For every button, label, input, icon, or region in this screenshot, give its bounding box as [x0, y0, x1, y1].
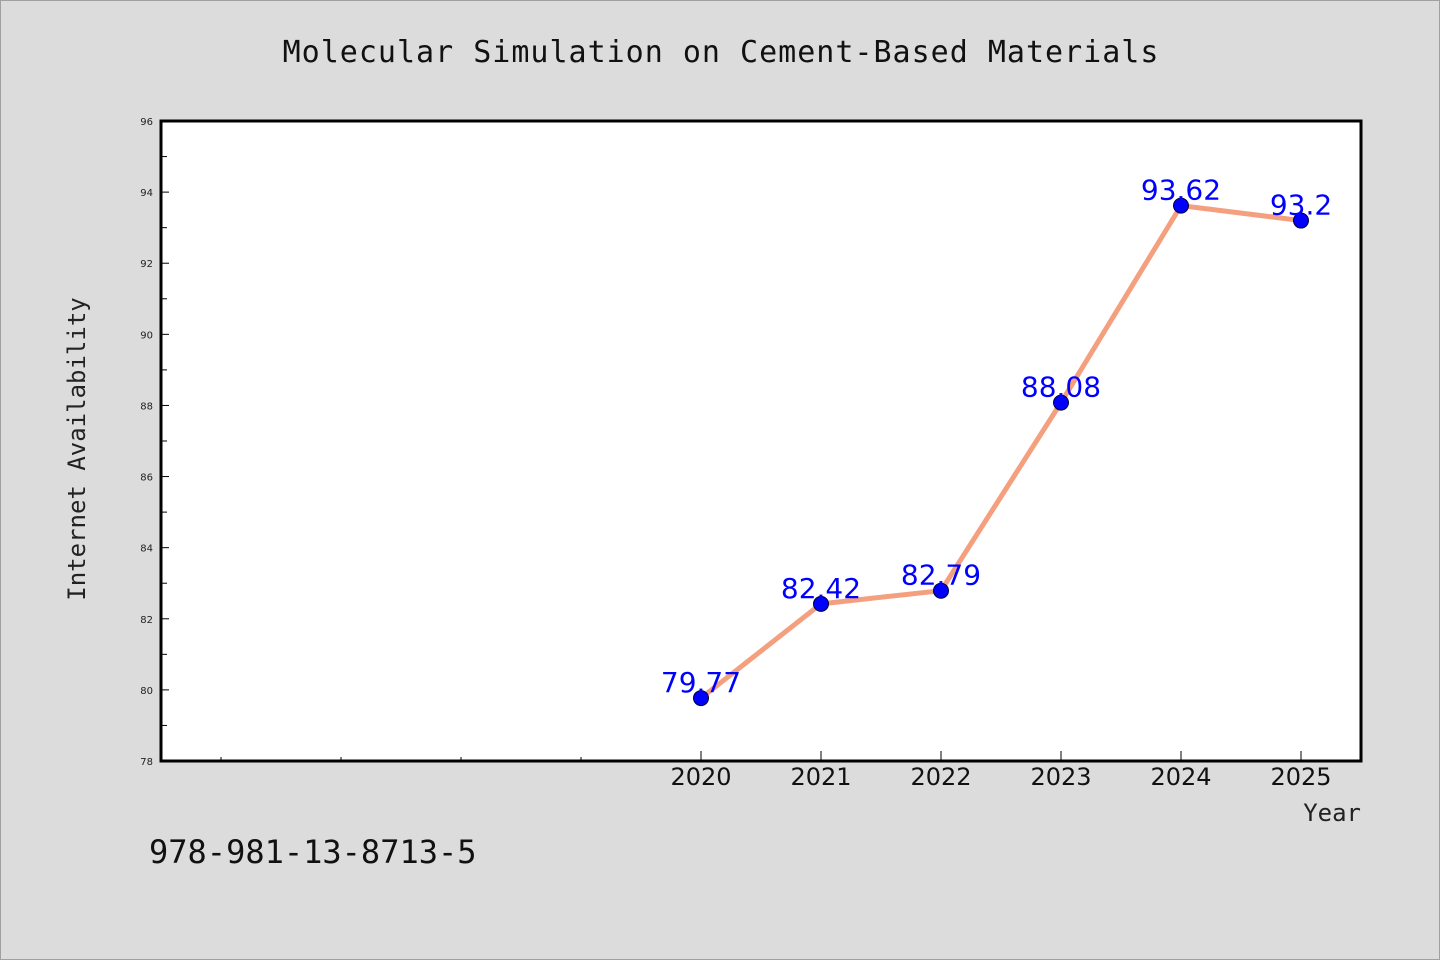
x-axis-label: Year — [1303, 799, 1361, 827]
y-tick-label: 82 — [140, 615, 153, 626]
x-tick-label: 2022 — [910, 763, 971, 791]
y-tick-label: 90 — [140, 330, 153, 341]
isbn-text: 978-981-13-8713-5 — [149, 833, 477, 871]
y-tick-label: 78 — [140, 757, 153, 768]
y-tick-label: 94 — [140, 188, 153, 199]
data-point — [933, 582, 949, 599]
data-label: 79.77 — [661, 666, 741, 699]
data-label: 93.62 — [1141, 174, 1221, 207]
data-label: 93.2 — [1270, 189, 1332, 222]
x-axis: 2020 2021 2022 2023 2024 2025 — [220, 751, 1332, 791]
y-tick-label: 86 — [140, 473, 153, 484]
x-tick-label: 2021 — [790, 763, 851, 791]
data-label: 88.08 — [1021, 371, 1101, 404]
data-point — [693, 690, 709, 707]
chart-title: Molecular Simulation on Cement-Based Mat… — [282, 35, 1160, 70]
y-tick-label: 96 — [140, 117, 153, 128]
y-tick-label: 88 — [140, 401, 153, 412]
x-tick-label: 2024 — [1150, 763, 1211, 791]
y-tick-label: 80 — [140, 686, 153, 697]
series-layer — [693, 197, 1309, 707]
y-tick-label: 92 — [140, 259, 153, 270]
data-point — [1053, 394, 1069, 411]
data-label: 82.79 — [901, 559, 981, 592]
x-tick-label: 2020 — [670, 763, 731, 791]
y-axis-label: Internet Availability — [63, 297, 91, 600]
data-label-layer: 79.77 82.42 82.79 88.08 93.62 93.2 — [661, 174, 1332, 699]
y-tick-label: 84 — [140, 544, 153, 555]
series-line — [699, 203, 1302, 701]
y-axis: 78 80 82 84 86 88 90 92 94 96 — [140, 117, 169, 768]
data-point — [1173, 197, 1189, 214]
data-label: 82.42 — [781, 572, 861, 605]
data-point — [813, 595, 829, 612]
plot-area — [159, 119, 1363, 763]
x-tick-label: 2023 — [1030, 763, 1091, 791]
x-tick-label: 2025 — [1270, 763, 1331, 791]
data-point — [1293, 212, 1309, 229]
